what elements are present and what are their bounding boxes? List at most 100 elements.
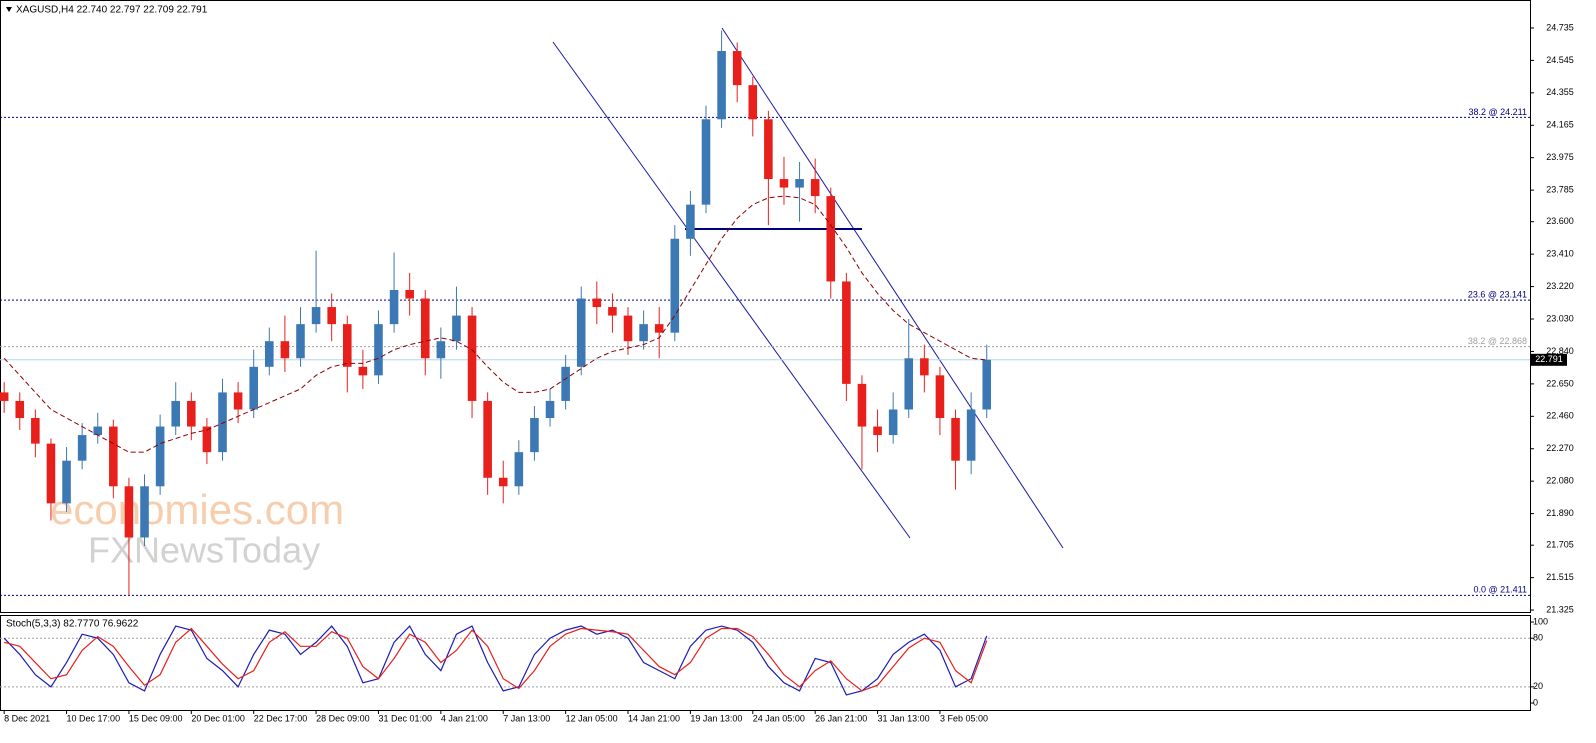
- candle-body: [857, 383, 867, 427]
- candle-body: [498, 477, 508, 487]
- moving-average: [3, 195, 987, 453]
- candle-body: [15, 400, 25, 419]
- main-panel: [0, 0, 1531, 613]
- x-tick-label: 4 Jan 21:00: [441, 713, 488, 723]
- watermark: FXNewsToday: [88, 530, 320, 571]
- x-tick-label: 31 Jan 13:00: [878, 713, 930, 723]
- x-tick-label: 22 Dec 17:00: [254, 713, 308, 723]
- stoch-y-tick-label: 20: [1533, 681, 1543, 691]
- candle-body: [576, 298, 586, 367]
- candle-body: [701, 119, 711, 205]
- x-tick-label: 20 Dec 01:00: [191, 713, 245, 723]
- y-tick-label: 23.600: [1546, 216, 1574, 226]
- chart-title: XAGUSD,H4 22.740 22.797 22.709 22.791: [16, 5, 208, 16]
- candle-body: [467, 315, 477, 401]
- candle-body: [810, 179, 820, 197]
- y-tick-label: 21.705: [1546, 540, 1574, 550]
- y-tick-label: 24.735: [1546, 22, 1574, 32]
- price-box: [1531, 353, 1567, 366]
- candle-body: [436, 341, 446, 359]
- y-tick-label: 24.355: [1546, 87, 1574, 97]
- trend-line: [552, 41, 911, 539]
- y-tick-label: 23.785: [1546, 185, 1574, 195]
- stoch-panel: [0, 615, 1531, 711]
- candle-body: [389, 289, 399, 325]
- candle-body: [202, 426, 212, 453]
- candle-body: [842, 281, 851, 384]
- trend-line: [721, 27, 1064, 549]
- candle-body: [483, 400, 492, 478]
- candle-body: [124, 486, 134, 538]
- candle-body: [233, 392, 243, 410]
- candle-body: [109, 426, 118, 487]
- candle-body: [920, 358, 929, 376]
- candle-body: [888, 409, 898, 436]
- candle-body: [795, 179, 804, 188]
- candle-body: [296, 324, 305, 359]
- candle-body: [93, 426, 103, 436]
- candle-body: [187, 400, 196, 427]
- candle-body: [342, 324, 352, 367]
- y-tick-label: 24.545: [1546, 55, 1574, 65]
- stoch-line: [3, 625, 988, 696]
- candle-body: [77, 435, 87, 461]
- candle-body: [654, 324, 664, 333]
- y-tick-label: 22.840: [1546, 346, 1574, 356]
- candle-body: [452, 315, 461, 342]
- candle-body: [826, 196, 836, 282]
- stoch-y-tick-label: 100: [1533, 616, 1548, 626]
- x-tick-label: 31 Dec 01:00: [378, 713, 432, 723]
- x-tick-label: 12 Jan 05:00: [566, 713, 618, 723]
- menu-arrow: [6, 7, 12, 12]
- candle-body: [608, 307, 617, 316]
- candle-body: [561, 366, 570, 401]
- stoch-y-tick-label: 0: [1533, 697, 1538, 707]
- watermark: economies.com: [50, 486, 344, 533]
- x-tick-label: 14 Jan 21:00: [628, 713, 680, 723]
- candle-body: [327, 307, 336, 325]
- candle-body: [717, 51, 726, 120]
- fib-label: 0.0 @ 21.411: [1473, 585, 1527, 595]
- candle-body: [966, 409, 976, 461]
- candle-body: [218, 392, 227, 453]
- x-tick-label: 26 Jan 21:00: [815, 713, 867, 723]
- y-tick-label: 22.460: [1546, 411, 1574, 421]
- stoch-line: [4, 627, 988, 692]
- candle-body: [420, 298, 430, 359]
- candle-body: [623, 315, 633, 342]
- fib-label: 38.2 @ 24.211: [1468, 107, 1527, 117]
- candle-body: [0, 392, 9, 401]
- y-tick-label: 23.030: [1546, 313, 1574, 323]
- x-tick-label: 10 Dec 17:00: [67, 713, 121, 723]
- candle-body: [140, 486, 149, 538]
- candle-body: [982, 359, 992, 410]
- candle-body: [545, 400, 555, 419]
- candle-body: [358, 366, 368, 376]
- y-tick-label: 22.080: [1546, 476, 1574, 486]
- candle-body: [405, 289, 414, 299]
- x-tick-label: 8 Dec 2021: [4, 713, 50, 723]
- candle-body: [62, 460, 71, 504]
- stoch-title: Stoch(5,3,3) 82.7770 76.9622: [6, 619, 139, 630]
- candle-body: [904, 358, 914, 410]
- candle-body: [779, 179, 789, 188]
- y-tick-label: 23.410: [1546, 249, 1574, 259]
- candle-body: [686, 204, 695, 239]
- y-tick-label: 21.325: [1546, 604, 1574, 614]
- candle-body: [280, 341, 290, 359]
- y-tick-label: 22.650: [1546, 378, 1574, 388]
- candle-body: [249, 366, 258, 410]
- candle-body: [951, 418, 960, 461]
- candle-body: [764, 119, 773, 180]
- x-tick-label: 15 Dec 09:00: [129, 713, 183, 723]
- y-tick-label: 24.165: [1546, 120, 1574, 130]
- x-tick-label: 3 Feb 05:00: [940, 713, 988, 723]
- fib-label: 38.2 @ 22.868: [1468, 336, 1527, 346]
- candle-body: [639, 324, 648, 342]
- y-tick-label: 23.975: [1546, 152, 1574, 162]
- candle-body: [374, 324, 383, 376]
- candle-body: [31, 418, 40, 444]
- candle-body: [311, 307, 321, 325]
- candle-body: [514, 452, 524, 487]
